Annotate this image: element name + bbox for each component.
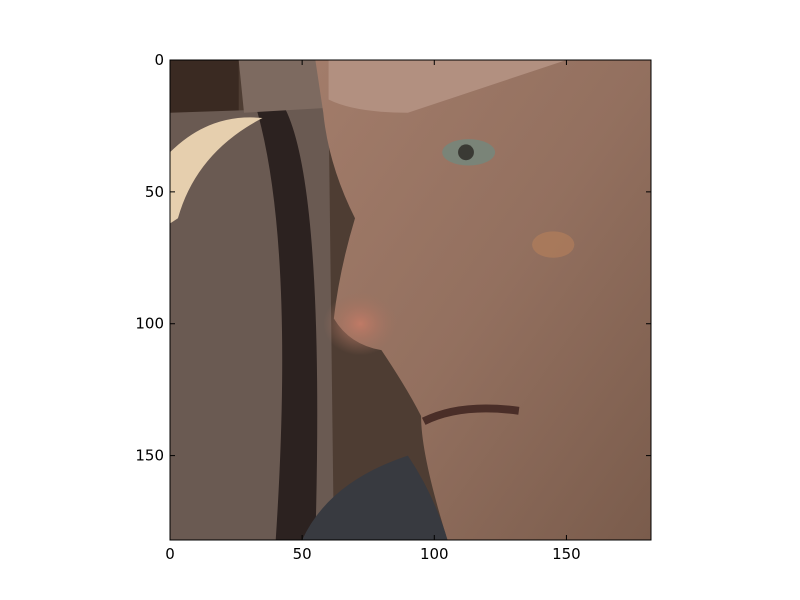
- axes-frame: [169, 59, 652, 541]
- x-tick-label: 150: [552, 545, 581, 563]
- y-tick-label: 50: [145, 183, 164, 201]
- y-tick-label: 150: [135, 447, 164, 465]
- x-tick-label: 100: [420, 545, 449, 563]
- x-tick-label: 0: [165, 545, 175, 563]
- x-tick-label: 50: [293, 545, 312, 563]
- image: [170, 60, 651, 540]
- y-tick-label: 100: [135, 315, 164, 333]
- y-tick-label: 0: [154, 51, 164, 69]
